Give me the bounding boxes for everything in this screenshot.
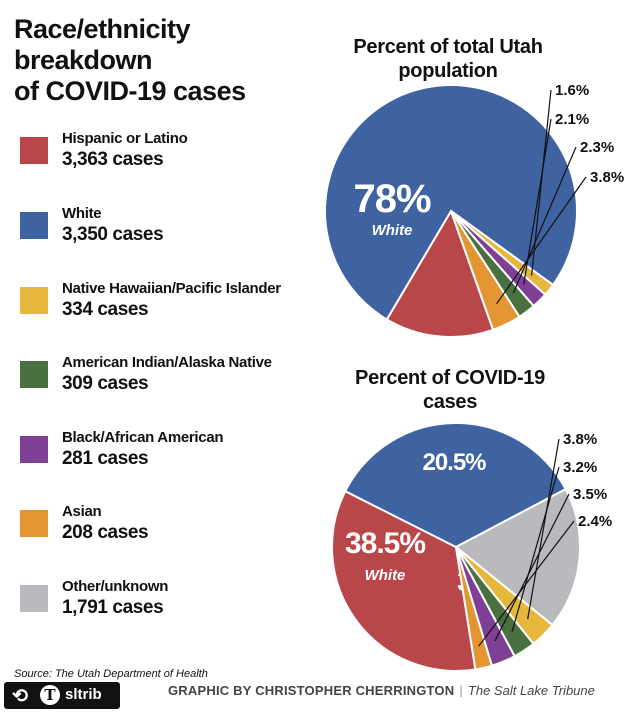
pie-slice-other-unknown	[454, 487, 581, 627]
legend-item-asian: Asian 208 cases	[14, 497, 334, 547]
leader-line	[478, 520, 575, 647]
slice-value-label: 78%	[353, 177, 430, 221]
legend-item-pacific-islander: Native Hawaiian/Pacific Islander 334 cas…	[14, 274, 334, 324]
legend-swatch	[20, 510, 48, 537]
pie-slice-asian	[450, 210, 521, 332]
legend-count: 281 cases	[62, 448, 149, 469]
legend-label: American Indian/Alaska Native	[62, 354, 272, 371]
pie-slice-hispanic-or-latino	[331, 489, 477, 672]
leader-line	[511, 466, 560, 633]
title-line: breakdown	[14, 45, 153, 75]
slice-value-label: 2.1%	[555, 111, 589, 128]
slice-value-label: 3.5%	[573, 486, 607, 503]
legend-item-black: Black/African American 281 cases	[14, 423, 334, 473]
legend-swatch	[20, 212, 48, 239]
slice-value-label: 2.4%	[578, 513, 612, 530]
leader-line	[494, 493, 570, 642]
legend-item-american-indian: American Indian/Alaska Native 309 cases	[14, 348, 334, 398]
legend-swatch	[20, 137, 48, 164]
legend-count: 3,363 cases	[62, 149, 164, 170]
slice-value-label: 1.6%	[555, 82, 589, 99]
title-line: of COVID-19 cases	[14, 76, 246, 106]
legend-label: Asian	[62, 503, 102, 520]
legend-item-hispanic: Hispanic or Latino 3,363 cases	[14, 124, 334, 174]
legend-swatch	[20, 361, 48, 388]
legend-item-other: Other/unknown 1,791 cases	[14, 572, 334, 622]
credit-publication: The Salt Lake Tribune	[467, 683, 595, 698]
pie-slice-asian	[455, 546, 494, 671]
legend-swatch	[20, 585, 48, 612]
account-handle[interactable]: sltrib	[65, 686, 102, 703]
legend-label: Black/African American	[62, 429, 224, 446]
legend-label: White	[62, 205, 102, 222]
tribune-logo: T	[40, 685, 60, 705]
infographic-title: Race/ethnicity breakdown of COVID-19 cas…	[14, 14, 314, 107]
legend-label: Hispanic or Latino	[62, 130, 188, 147]
slice-value-label: 3.8%	[590, 169, 624, 186]
legend-count: 309 cases	[62, 373, 149, 394]
legend-count: 3,350 cases	[62, 224, 164, 245]
legend-count: 1,791 cases	[62, 597, 164, 618]
legend-swatch	[20, 436, 48, 463]
graphic-credit: GRAPHIC BY CHRISTOPHER CHERRINGTON | The S…	[168, 683, 595, 698]
legend-label: Native Hawaiian/Pacific Islander	[62, 280, 281, 297]
slice-value-label: 2.3%	[580, 139, 614, 156]
repost-icon: ⟲	[12, 686, 28, 707]
credit-separator: |	[459, 683, 463, 698]
slice-value-label: 3.2%	[563, 459, 597, 476]
legend-item-white: White 3,350 cases	[14, 199, 334, 249]
source-note: Source: The Utah Department of Health	[14, 668, 208, 680]
slice-category-label: White	[372, 222, 413, 239]
slice-value-label: 38.5%	[345, 527, 425, 560]
repost-badge[interactable]: ⟲ T sltrib	[4, 682, 120, 709]
slice-value-label: 3.8%	[563, 431, 597, 448]
leader-line	[527, 438, 560, 620]
leader-line	[496, 176, 587, 305]
covid-cases-chart-title: Percent of COVID-19 cases	[355, 367, 545, 413]
leader-line	[512, 146, 577, 294]
pie-slice-hispanic-or-latino	[385, 208, 495, 338]
legend-label: Other/unknown	[62, 578, 169, 595]
pie-slice-white	[343, 422, 568, 549]
legend-count: 208 cases	[62, 522, 149, 543]
population-chart-title: Percent of total Utah population	[353, 36, 543, 82]
slice-value-label: 20.5%	[422, 449, 486, 476]
legend-swatch	[20, 287, 48, 314]
legend-count: 334 cases	[62, 299, 149, 320]
leader-line	[530, 89, 552, 276]
pie-slice-white	[324, 84, 578, 321]
slice-category-label: White	[365, 567, 406, 584]
credit-byline: GRAPHIC BY CHRISTOPHER CHERRINGTON	[168, 683, 455, 698]
title-line: Race/ethnicity	[14, 14, 191, 44]
